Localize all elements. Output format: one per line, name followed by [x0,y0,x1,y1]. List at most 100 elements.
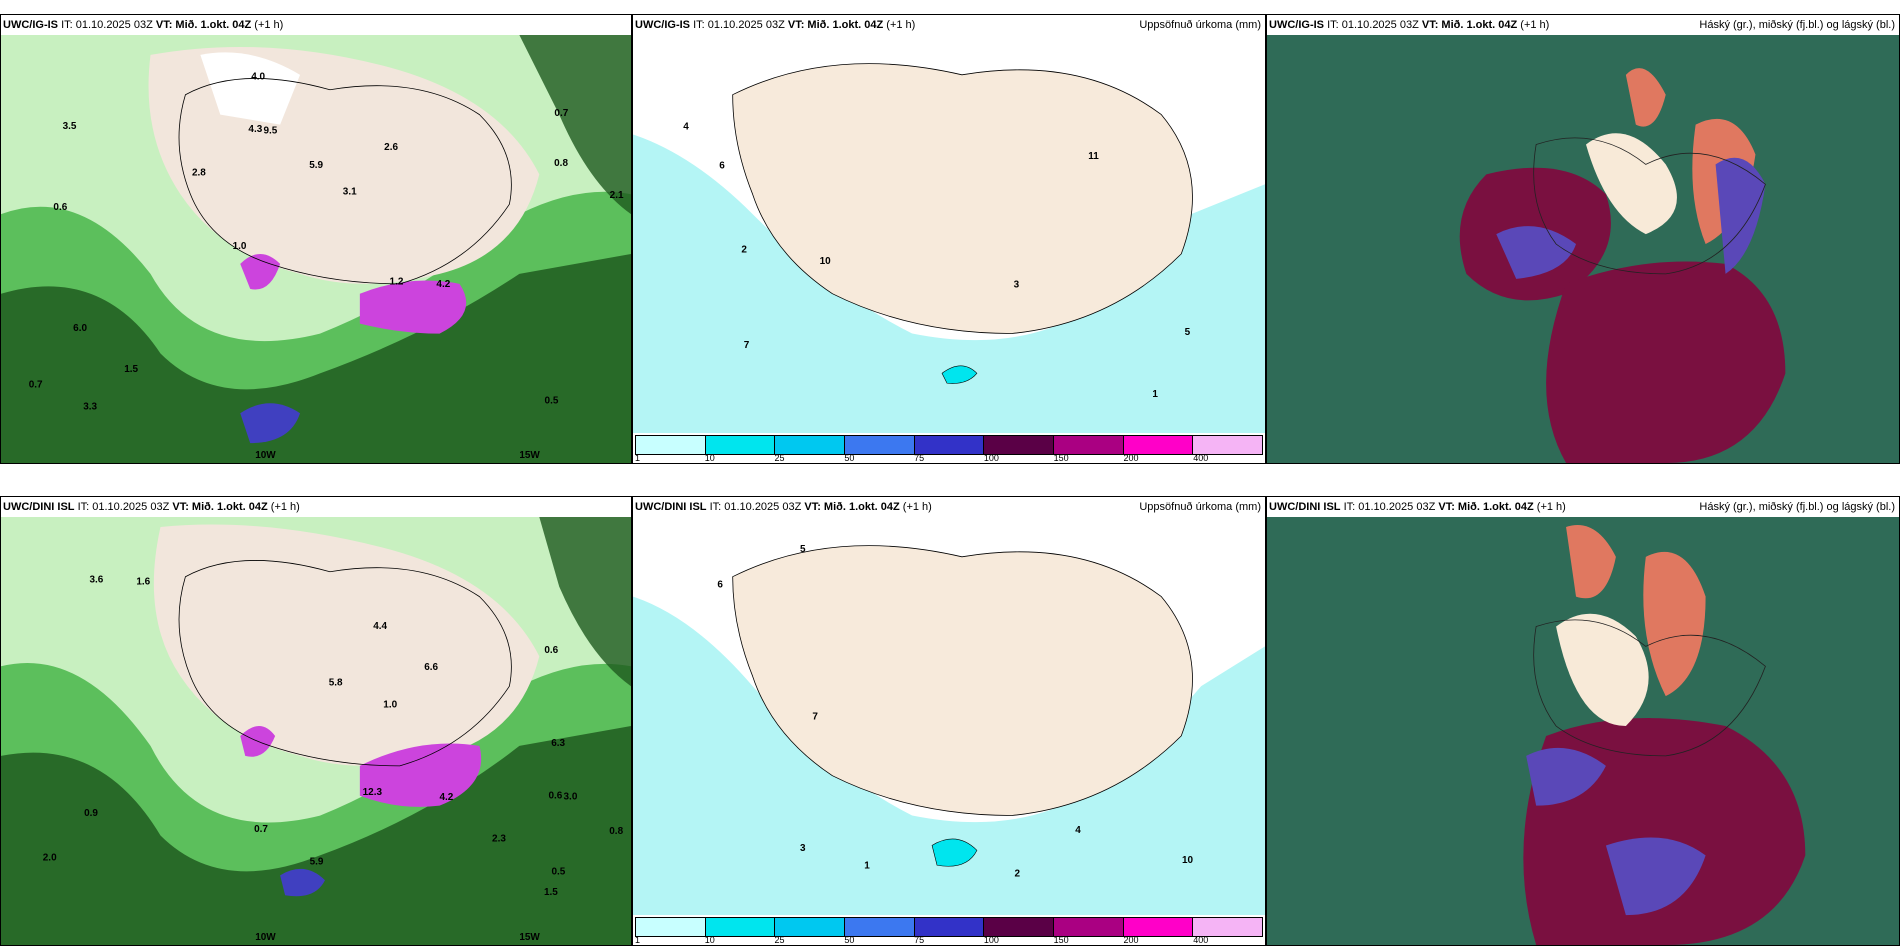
model-name: UWC/IG-IS [635,19,690,31]
legend-tick: 400 [1193,453,1209,463]
panel-ig-wind: UWC/IG-IS IT: 01.10.2025 03Z VT: Mið. 1.… [0,14,632,464]
legend-tick: 1 [635,453,641,463]
map-value-label: 0.7 [254,824,268,835]
map-value-label: 1.6 [136,577,150,588]
valid-time: Mið. 1.okt. 04Z [823,501,900,513]
color-legend: 1 10 25 50 75 100 150 200 400 [633,915,1265,945]
map-value-label: 9.5 [263,125,277,136]
map-value-label: 7 [744,340,750,351]
legend-ticks: 1 10 25 50 75 100 150 200 400 [635,453,1263,463]
legend-swatch [1123,918,1194,936]
model-name: UWC/IG-IS [1269,19,1324,31]
legend-tick: 400 [1193,935,1209,945]
panel-ig-precip: UWC/IG-IS IT: 01.10.2025 03Z VT: Mið. 1.… [632,14,1266,464]
map-value-label: 2.8 [192,167,206,178]
legend-tick: 200 [1123,453,1139,463]
panel-ig-clouds: UWC/IG-IS IT: 01.10.2025 03Z VT: Mið. 1.… [1266,14,1900,464]
map-value-label: 2.0 [43,853,57,864]
map-value-label: 6.6 [424,662,438,673]
legend-swatch [845,436,915,454]
field-label: Háský (gr.), miðský (fj.bl.) og lágský (… [1699,501,1895,513]
vt-label: VT: [1438,501,1455,513]
map-value-label: 0.5 [545,396,559,407]
axis-label: 10W [255,450,276,461]
panel-header: UWC/DINI ISL IT: 01.10.2025 03Z VT: Mið.… [633,497,1265,517]
map-value-label: 3 [1014,279,1020,290]
map-value-label: 6.0 [73,323,87,334]
map-area[interactable]: 1 2 3 4 5 6 7 10 11 [633,35,1265,433]
legend-swatch [1054,436,1124,454]
panel-dini-clouds: UWC/DINI ISL IT: 01.10.2025 03Z VT: Mið.… [1266,496,1900,946]
model-name: UWC/DINI ISL [1269,501,1341,513]
color-legend: 1 10 25 50 75 100 150 200 400 [633,433,1265,463]
issue-time: IT: 01.10.2025 03Z [693,19,785,31]
legend-swatch [1193,436,1263,454]
lead-time: (+1 h) [254,19,284,31]
legend-tick: 100 [983,453,999,463]
map-value-label: 2.6 [384,142,398,153]
map-value-label: 5.8 [329,677,343,688]
map-area[interactable]: 1 2 3 4 5 6 7 10 [633,517,1265,915]
map-value-label: 10 [820,256,832,267]
map-value-label: 2.1 [610,190,624,201]
valid-time: Mið. 1.okt. 04Z [807,19,884,31]
map-value-label: 4.2 [440,792,454,803]
map-value-label: 11 [1088,151,1099,162]
legend-swatch [984,436,1055,454]
map-value-label: 3.3 [83,401,97,412]
legend-swatch [1193,918,1263,936]
map-area[interactable]: 0.9 1.0 0.6 0.8 4.4 2.3 5.8 6.6 3.0 2.0 1.6 12.3 6.3… [1,517,631,945]
panel-header: UWC/DINI ISL IT: 01.10.2025 03Z VT: Mið.… [1,497,631,517]
map-value-label: 0.7 [29,380,43,391]
map-value-label: 3.1 [343,186,357,197]
legend-tick: 200 [1123,935,1139,945]
valid-time: Mið. 1.okt. 04Z [1457,501,1534,513]
vt-label: VT: [1421,19,1439,31]
map-value-label: 10 [1182,855,1194,866]
map-value-label: 6 [719,160,725,171]
lead-time: (+1 h) [270,501,300,513]
legend-tick: 150 [1053,935,1069,945]
lead-time: (+1 h) [1520,19,1550,31]
panel-header: UWC/DINI ISL IT: 01.10.2025 03Z VT: Mið.… [1267,497,1899,517]
legend-swatch [636,918,706,936]
vt-label: VT: [787,19,805,31]
map-value-label: 3.5 [63,121,77,132]
map-value-label: 2 [1014,869,1020,880]
map-value-label: 5 [800,544,806,555]
panel-dini-precip: UWC/DINI ISL IT: 01.10.2025 03Z VT: Mið.… [632,496,1266,946]
map-value-label: 12.3 [363,787,383,798]
legend-swatch [705,918,776,936]
legend-swatch [914,918,985,936]
map-value-label: 1.5 [544,887,558,898]
panel-header: UWC/IG-IS IT: 01.10.2025 03Z VT: Mið. 1.… [1267,15,1899,35]
valid-time: Mið. 1.okt. 04Z [1441,19,1518,31]
map-area[interactable] [1267,517,1899,945]
panel-dini-wind: UWC/DINI ISL IT: 01.10.2025 03Z VT: Mið.… [0,496,632,946]
vt-label: VT: [804,501,821,513]
issue-time: IT: 01.10.2025 03Z [1327,19,1419,31]
map-value-label: 0.6 [544,645,558,656]
map-value-label: 0.9 [84,808,98,819]
axis-label: 15W [519,450,540,461]
map-value-label: 6.3 [551,738,565,749]
axis-label: 10W [255,932,276,943]
legend-tick: 50 [844,453,855,463]
legend-tick: 75 [914,935,925,945]
map-area[interactable] [1267,35,1899,463]
legend-tick: 50 [844,935,855,945]
map-value-label: 0.6 [548,790,562,801]
map-area[interactable]: 0.5 0.6 0.7 1.0 2.6 3.3 4.3 5.9 6.0 2.8 0.7 1.5 9.5 3… [1,35,631,463]
map-value-label: 5 [1185,327,1191,338]
map-value-label: 4.2 [436,279,450,290]
map-value-label: 4.4 [373,621,387,632]
map-value-label: 0.7 [554,108,568,119]
legend-tick: 10 [704,935,715,945]
legend-swatch [705,436,776,454]
map-value-label: 3.6 [90,575,104,586]
vt-label: VT: [172,501,189,513]
map-value-label: 4.3 [248,124,262,135]
map-value-label: 5.9 [310,856,324,867]
map-value-label: 1.0 [233,241,247,252]
map-value-label: 0.8 [554,158,568,169]
